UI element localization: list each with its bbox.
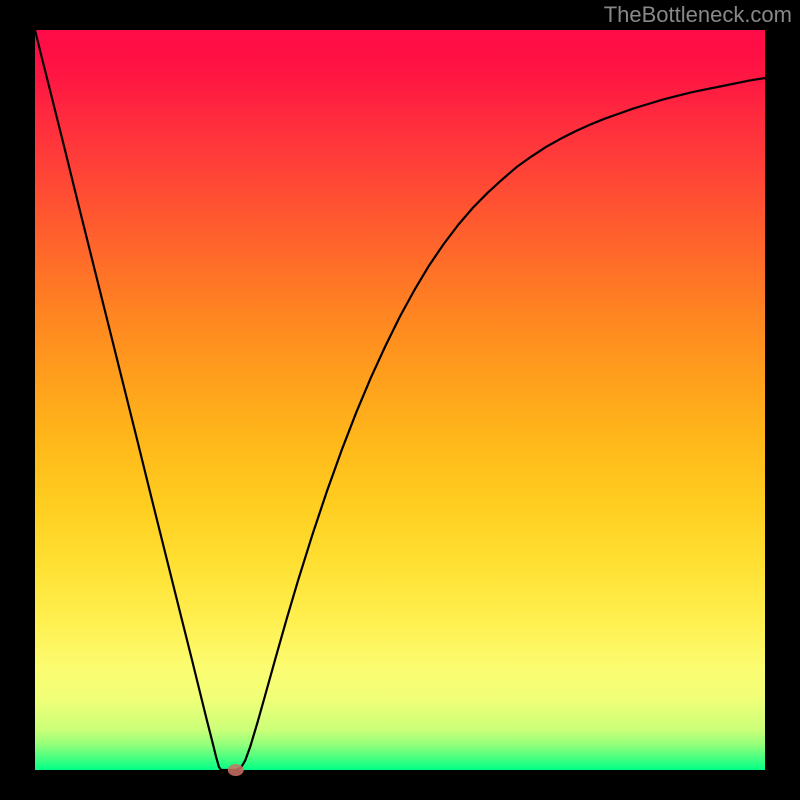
optimum-marker	[228, 764, 244, 776]
watermark-text: TheBottleneck.com	[604, 2, 792, 28]
bottleneck-chart	[0, 0, 800, 800]
plot-gradient-bg	[35, 30, 765, 770]
